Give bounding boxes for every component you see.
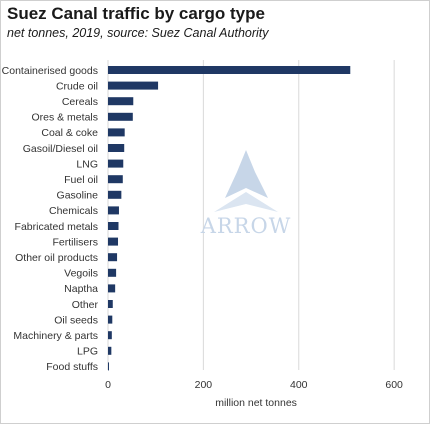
category-label: Fuel oil [64, 174, 98, 186]
bar [108, 268, 117, 277]
category-label: LNG [76, 158, 98, 170]
category-label: Cereals [62, 96, 98, 108]
bar [108, 206, 119, 215]
category-label: Ores & metals [31, 112, 98, 124]
bars [108, 66, 351, 371]
category-label: Chemicals [49, 205, 98, 217]
category-label: Gasoil/Diesel oil [23, 143, 98, 155]
bar [108, 128, 125, 137]
bar [108, 66, 351, 74]
category-label: Crude oil [56, 80, 98, 92]
bar [108, 331, 112, 340]
x-tick-label: 200 [195, 379, 213, 391]
arrow-logo-wing-icon [214, 192, 278, 212]
category-labels: Containerised goods Crude oil Cereals Ores … [2, 65, 99, 373]
bar [108, 315, 113, 324]
category-label: Naptha [64, 283, 98, 295]
x-tick-labels: 0 200 400 600 [105, 379, 403, 391]
category-label: Machinery & parts [13, 330, 98, 342]
bar [108, 222, 119, 230]
bar [108, 362, 109, 371]
category-label: Fabricated metals [15, 221, 98, 233]
bar [108, 144, 125, 152]
category-label: LPG [77, 346, 98, 358]
x-tick-label: 600 [385, 379, 403, 391]
bar [108, 175, 123, 184]
bar [108, 112, 133, 121]
bar [108, 97, 134, 106]
category-label: Containerised goods [2, 65, 98, 77]
chart-subtitle: net tonnes, 2019, source: Suez Canal Aut… [7, 26, 269, 40]
bar [108, 237, 119, 246]
arrow-logo-icon [225, 150, 268, 198]
bar [108, 346, 112, 355]
bar [108, 190, 122, 199]
category-label: Gasoline [57, 190, 99, 202]
category-label: Other oil products [15, 252, 98, 264]
category-label: Vegoils [64, 268, 98, 280]
category-label: Food stuffs [46, 361, 98, 373]
bar [108, 284, 116, 293]
bar [108, 253, 118, 262]
category-label: Other [72, 299, 99, 311]
bar [108, 300, 113, 308]
bar [108, 81, 159, 90]
x-tick-label: 400 [290, 379, 308, 391]
arrow-watermark: ARROW [200, 150, 292, 238]
x-axis-title: million net tonnes [215, 397, 297, 409]
bar [108, 159, 124, 168]
category-label: Fertilisers [52, 236, 98, 248]
category-label: Oil seeds [54, 314, 98, 326]
category-label: Coal & coke [41, 127, 98, 139]
x-tick-label: 0 [105, 379, 111, 391]
chart-title: Suez Canal traffic by cargo type [7, 4, 265, 23]
watermark-text: ARROW [200, 214, 292, 238]
